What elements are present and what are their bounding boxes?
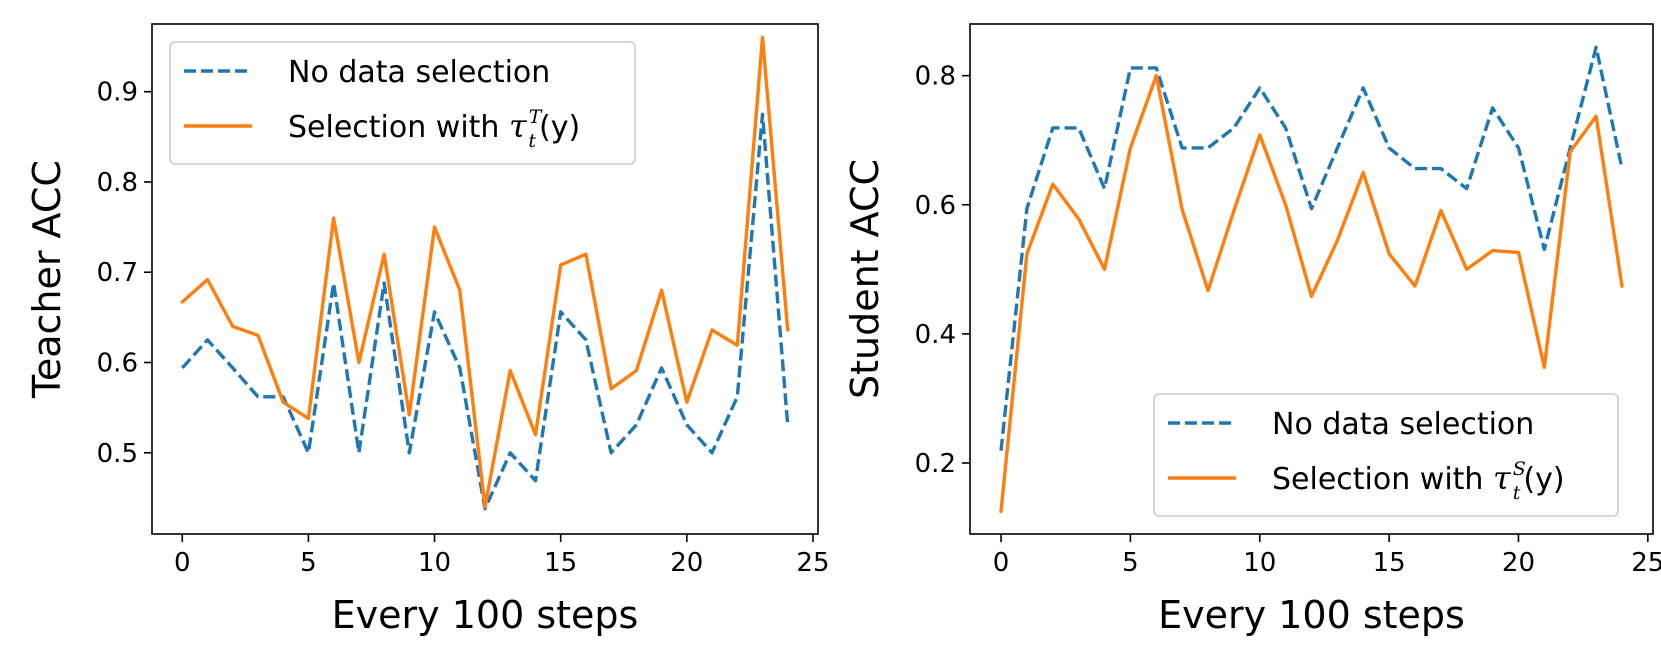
series-line-selection — [999, 73, 1624, 514]
y-tick-label: 0.2 — [915, 449, 956, 479]
x-axis-label: Every 100 steps — [1158, 593, 1465, 637]
y-tick-label: 0.5 — [97, 439, 138, 469]
series-line-no-selection — [181, 112, 790, 511]
chart-1: 0 5 10 15 20 25 0.5 0.6 0.7 0.8 0.9 Every 100 steps… — [25, 23, 830, 637]
series-line-no-selection — [999, 45, 1624, 451]
legend-label: No data selection — [1272, 407, 1534, 442]
y-axis-label: Teacher ACC — [25, 160, 69, 399]
x-tick-label: 10 — [1243, 548, 1276, 578]
axes-frame — [969, 23, 1654, 535]
x-tick-label: 25 — [796, 548, 829, 578]
chart-2: 0 5 10 15 20 25 0.2 0.4 0.6 0.8 Every 100 steps Stu… — [843, 23, 1661, 637]
legend-label: No data selection — [288, 55, 550, 90]
x-tick-label: 0 — [174, 548, 191, 578]
axes-frame — [151, 23, 819, 535]
legend-box — [1153, 393, 1619, 517]
x-tick-label: 10 — [418, 548, 451, 578]
x-tick-label: 15 — [544, 548, 577, 578]
x-tick-label: 5 — [1122, 548, 1139, 578]
x-tick-label: 20 — [670, 548, 703, 578]
x-tick-label: 15 — [1373, 548, 1406, 578]
y-tick-label: 0.8 — [97, 168, 138, 198]
x-tick-label: 5 — [300, 548, 317, 578]
y-tick-label: 0.6 — [97, 348, 138, 378]
y-tick-label: 0.6 — [915, 191, 956, 221]
x-tick-label: 20 — [1502, 548, 1535, 578]
y-tick-label: 0.9 — [97, 78, 138, 108]
y-tick-label: 0.8 — [915, 62, 956, 92]
y-tick-label: 0.7 — [97, 258, 138, 288]
x-tick-label: 0 — [993, 548, 1010, 578]
x-axis-label: Every 100 steps — [332, 593, 639, 637]
y-tick-label: 0.4 — [915, 320, 956, 350]
series-line-selection — [180, 35, 790, 509]
legend-box — [169, 41, 636, 165]
y-axis-label: Student ACC — [843, 159, 887, 399]
x-tick-label: 25 — [1631, 548, 1661, 578]
